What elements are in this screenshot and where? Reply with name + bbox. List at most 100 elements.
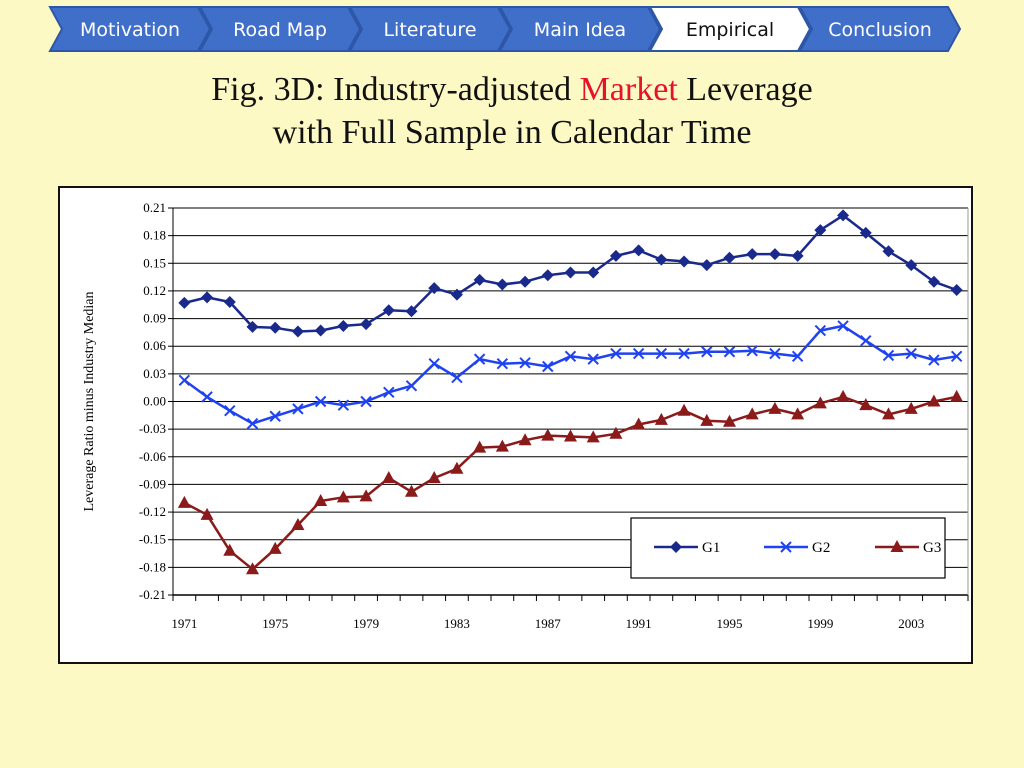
- nav-tab-main-idea[interactable]: Main Idea: [498, 6, 662, 52]
- data-point: [382, 304, 395, 317]
- marker-stroke: [791, 350, 804, 363]
- marker-stroke: [723, 346, 736, 358]
- data-point: [950, 389, 964, 402]
- data-point: [268, 541, 282, 554]
- x-tick-label: 1975: [262, 616, 288, 631]
- marker-stroke: [610, 347, 622, 360]
- data-point: [359, 489, 373, 502]
- data-point: [291, 517, 305, 530]
- data-point: [609, 249, 622, 262]
- marker-stroke: [178, 374, 191, 387]
- data-point: [519, 275, 532, 288]
- data-point: [427, 470, 441, 483]
- data-point: [723, 346, 736, 358]
- y-tick-label: 0.18: [143, 228, 166, 243]
- marker-stroke: [746, 345, 758, 357]
- data-point: [950, 284, 963, 297]
- x-tick-label: 2003: [898, 616, 924, 631]
- nav-tab-road-map[interactable]: Road Map: [198, 6, 362, 52]
- data-point: [382, 470, 396, 483]
- data-point: [201, 391, 213, 403]
- nav-tab-label[interactable]: Main Idea: [534, 19, 626, 41]
- data-point: [905, 259, 918, 272]
- data-point: [564, 350, 577, 363]
- marker-stroke: [701, 346, 713, 358]
- data-point: [541, 428, 555, 441]
- marker-stroke: [269, 410, 281, 422]
- data-point: [224, 405, 236, 417]
- y-tick-label: -0.09: [139, 476, 166, 491]
- nav-tab-empirical[interactable]: Empirical: [648, 6, 812, 52]
- marker-stroke: [201, 391, 213, 403]
- data-point: [450, 461, 464, 474]
- marker-stroke: [678, 347, 690, 360]
- data-point: [950, 350, 963, 363]
- data-point: [337, 399, 350, 411]
- legend-marker: [670, 541, 682, 553]
- nav-tab-shape[interactable]: [198, 6, 362, 52]
- y-tick-label: 0.12: [143, 283, 166, 298]
- data-point: [768, 401, 782, 414]
- y-tick-label: 0.06: [143, 338, 166, 353]
- nav-tab-label[interactable]: Conclusion: [828, 19, 932, 41]
- marker-stroke: [360, 395, 372, 408]
- data-point: [678, 255, 691, 268]
- legend-label: G2: [812, 540, 830, 556]
- marker-stroke: [655, 347, 668, 360]
- data-point: [927, 275, 940, 288]
- data-point: [904, 401, 918, 414]
- data-point: [860, 334, 872, 347]
- series-g2: [178, 320, 963, 430]
- nav-tab-shape[interactable]: [798, 6, 962, 52]
- data-point: [223, 543, 237, 556]
- x-tick-label: 1991: [626, 616, 652, 631]
- data-point: [745, 407, 759, 420]
- nav-tab-shape[interactable]: [348, 6, 512, 52]
- legend-marker: [890, 540, 904, 552]
- nav-tab-label[interactable]: Road Map: [233, 19, 327, 41]
- chart-frame: 0.21 0.18 0.15 0.12 0.09 0.06 0.03 0.00 -0.03 -0.…: [58, 186, 973, 664]
- data-point: [723, 251, 736, 264]
- y-tick-label: -0.15: [139, 532, 166, 547]
- nav-tab-label[interactable]: Literature: [383, 19, 476, 41]
- data-point: [632, 244, 645, 257]
- x-tick-label: 1983: [444, 616, 470, 631]
- nav-tab-shape[interactable]: [648, 6, 812, 52]
- marker-stroke: [632, 347, 645, 360]
- data-point: [383, 386, 395, 398]
- nav-tab-literature[interactable]: Literature: [348, 6, 512, 52]
- nav-tab-motivation[interactable]: Motivation: [48, 6, 212, 52]
- data-point: [201, 291, 214, 304]
- data-point: [700, 413, 714, 426]
- data-point: [495, 439, 509, 452]
- marker-stroke: [780, 541, 792, 553]
- data-point: [632, 417, 646, 430]
- data-point: [928, 354, 940, 366]
- x-tick-label: 1987: [535, 616, 562, 631]
- legend-label: G3: [923, 540, 941, 556]
- series-line: [183, 324, 957, 425]
- nav-tab-conclusion[interactable]: Conclusion: [798, 6, 962, 52]
- nav-tab-label[interactable]: Motivation: [80, 19, 180, 41]
- data-point: [905, 347, 917, 360]
- marker-stroke: [837, 320, 849, 332]
- marker-stroke: [473, 353, 486, 365]
- data-point: [223, 295, 236, 308]
- data-point: [337, 319, 350, 332]
- data-point: [814, 324, 827, 337]
- data-point: [496, 278, 509, 291]
- slide-title: Fig. 3D: Industry-adjusted Market Levera…: [0, 68, 1024, 154]
- nav-tab-shape[interactable]: [498, 6, 662, 52]
- data-point: [655, 347, 668, 360]
- nav-tab-label[interactable]: Empirical: [686, 19, 774, 41]
- data-point: [813, 396, 827, 409]
- nav-tab-shape[interactable]: [48, 6, 212, 52]
- legend-label: G1: [702, 540, 720, 556]
- marker-stroke: [519, 357, 531, 369]
- data-point: [496, 358, 509, 370]
- data-point: [769, 347, 781, 360]
- data-point: [746, 345, 758, 357]
- data-point: [814, 224, 827, 237]
- y-tick-label: 0.21: [143, 200, 166, 215]
- data-point: [677, 403, 691, 416]
